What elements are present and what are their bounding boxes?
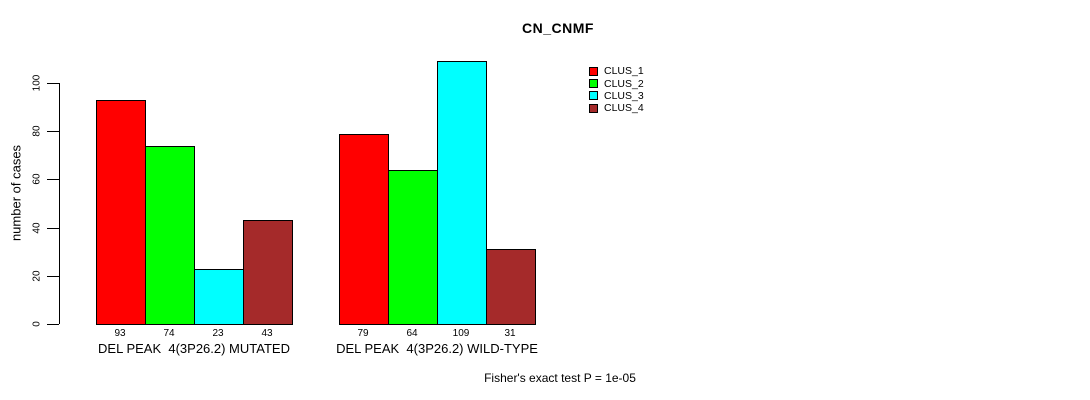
y-axis-tick-label: 40 (31, 222, 43, 234)
y-axis-tick (47, 275, 59, 277)
y-axis-tick (47, 131, 59, 133)
chart-title: CN_CNMF (522, 20, 594, 36)
fisher-test-annotation: Fisher's exact test P = 1e-05 (484, 371, 636, 385)
y-axis-tick-label: 20 (31, 270, 43, 282)
y-axis-tick-label: 100 (31, 74, 43, 92)
y-axis-tick (47, 83, 59, 84)
category-label-mutated: DEL PEAK 4(3P26.2) MUTATED (98, 341, 290, 356)
legend-swatch-clus-2 (589, 79, 598, 89)
legend-label: CLUS_1 (604, 65, 644, 78)
legend-swatch-clus-4 (589, 103, 598, 113)
y-axis-tick (47, 324, 59, 325)
legend-label: CLUS_3 (604, 89, 644, 102)
legend-swatch-clus-3 (589, 91, 598, 101)
bar-value-label: 64 (406, 328, 418, 339)
y-axis-label: number of cases (8, 144, 24, 242)
y-axis-tick-label: 0 (31, 321, 43, 327)
bar-value-label: 74 (163, 328, 175, 339)
bar-value-label: 23 (212, 328, 224, 339)
legend: CLUS_1 CLUS_2 CLUS_3 CLUS_4 (589, 65, 644, 115)
bar-clus_3-group2 (436, 61, 487, 325)
legend-label: CLUS_2 (604, 77, 644, 90)
bar-value-label: 43 (261, 328, 273, 339)
legend-item-clus-1: CLUS_1 (589, 65, 644, 77)
bar-value-label: 93 (114, 328, 126, 339)
bar-value-label: 109 (452, 328, 470, 339)
legend-swatch-clus-1 (589, 66, 598, 76)
y-axis-tick-label: 60 (31, 173, 43, 185)
y-axis-tick (47, 227, 59, 229)
y-axis-line (59, 83, 60, 324)
bar-clus_3-group1 (193, 269, 244, 325)
y-axis-tick-label: 80 (31, 125, 43, 137)
bar-clus_2-group2 (387, 170, 438, 325)
category-label-wild-type: DEL PEAK 4(3P26.2) WILD-TYPE (336, 341, 538, 356)
bar-clus_1-group2 (338, 134, 389, 325)
legend-item-clus-3: CLUS_3 (589, 90, 644, 102)
bar-value-label: 79 (357, 328, 369, 339)
legend-item-clus-4: CLUS_4 (589, 102, 644, 114)
bar-clus_4-group1 (242, 220, 293, 325)
legend-label: CLUS_4 (604, 102, 644, 115)
legend-item-clus-2: CLUS_2 (589, 77, 644, 90)
bar-value-label: 31 (504, 328, 516, 339)
bar-clus_4-group2 (485, 249, 536, 325)
bar-clus_2-group1 (144, 146, 195, 325)
bar-clus_1-group1 (95, 100, 146, 325)
y-axis-tick (47, 179, 59, 181)
